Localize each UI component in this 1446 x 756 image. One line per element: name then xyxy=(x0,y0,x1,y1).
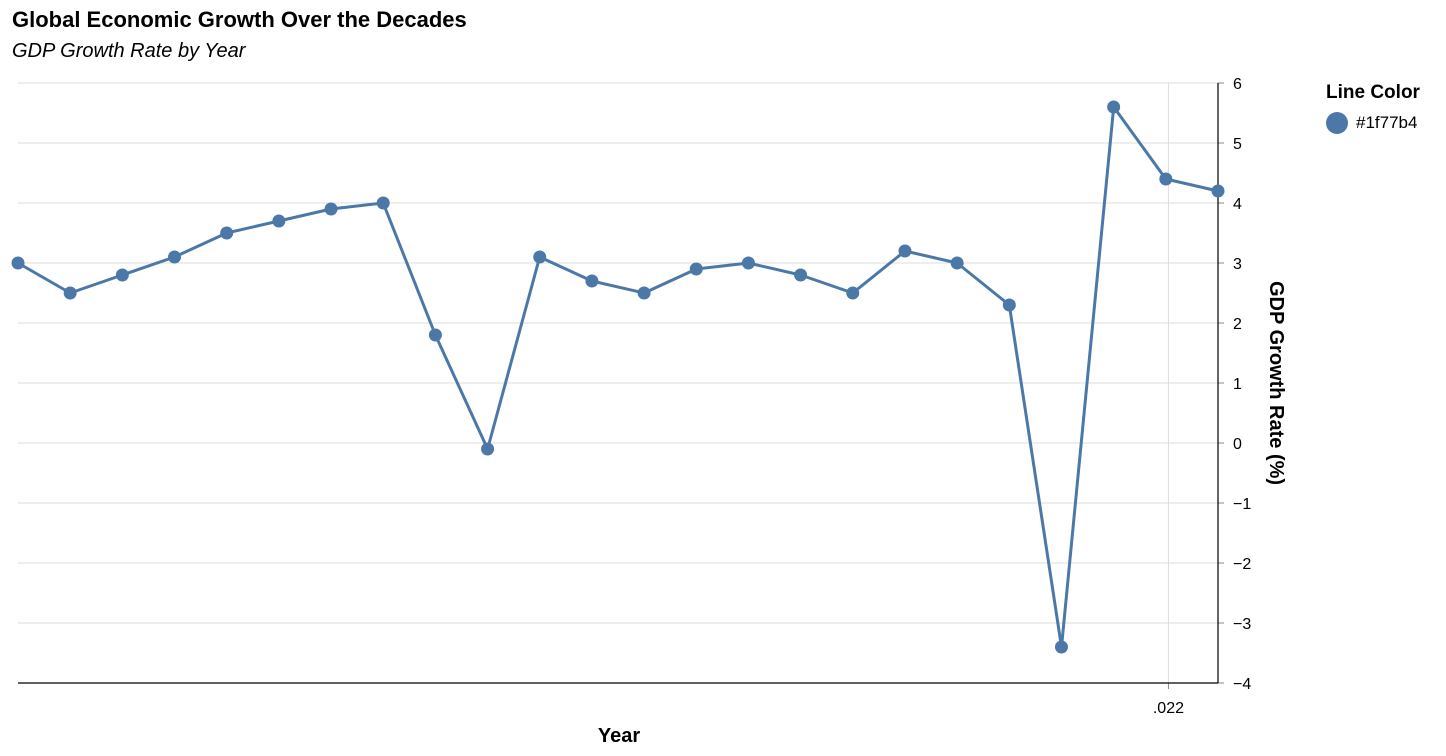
chart-title: Global Economic Growth Over the Decades xyxy=(12,7,467,32)
data-point xyxy=(272,214,286,228)
data-point xyxy=(1107,100,1121,114)
data-point xyxy=(115,268,129,282)
series-layer xyxy=(11,100,1225,654)
data-point xyxy=(481,442,495,456)
y-tick-label: −3 xyxy=(1233,616,1251,633)
data-point xyxy=(63,286,77,300)
data-point xyxy=(637,286,651,300)
data-point xyxy=(689,262,703,276)
y-tick-label: 6 xyxy=(1233,76,1242,93)
data-point xyxy=(1054,640,1068,654)
y-tick-label: 4 xyxy=(1233,196,1242,213)
x-tick-label: .022 xyxy=(1153,700,1184,717)
data-point xyxy=(428,328,442,342)
data-point xyxy=(794,268,808,282)
data-point xyxy=(324,202,338,216)
chart-subtitle: GDP Growth Rate by Year xyxy=(12,40,246,62)
data-point xyxy=(950,256,964,270)
y-tick-label: −2 xyxy=(1233,556,1251,573)
legend-title: Line Color xyxy=(1326,82,1420,103)
legend-item: #1f77b4 xyxy=(1326,112,1420,134)
data-point xyxy=(1002,298,1016,312)
series-line xyxy=(17,105,1219,649)
data-point xyxy=(1159,172,1173,186)
data-point xyxy=(846,286,860,300)
grid-lines xyxy=(18,82,1218,684)
data-point xyxy=(11,256,25,270)
y-tick-label: −1 xyxy=(1233,496,1251,513)
data-point xyxy=(168,250,182,264)
data-point xyxy=(898,244,912,258)
data-point xyxy=(585,274,599,288)
y-tick-label: 1 xyxy=(1233,376,1242,393)
data-point xyxy=(376,196,390,210)
data-point xyxy=(741,256,755,270)
data-point xyxy=(1211,184,1225,198)
y-tick-label: 3 xyxy=(1233,256,1242,273)
x-axis-title: Year xyxy=(598,725,640,747)
y-axis-title: GDP Growth Rate (%) xyxy=(1265,281,1287,485)
axes: 6 5 4 3 2 1 0 −1 −2 −3 −4 .022 xyxy=(18,76,1251,717)
legend-circle-icon xyxy=(1326,112,1348,134)
y-tick-label: 5 xyxy=(1233,136,1242,153)
data-point xyxy=(220,226,234,240)
legend-item-label: #1f77b4 xyxy=(1356,113,1418,132)
y-tick-label: −4 xyxy=(1233,676,1251,693)
y-tick-label: 2 xyxy=(1233,316,1242,333)
data-point xyxy=(533,250,547,264)
legend: Line Color #1f77b4 xyxy=(1326,82,1420,134)
y-tick-label: 0 xyxy=(1233,436,1242,453)
